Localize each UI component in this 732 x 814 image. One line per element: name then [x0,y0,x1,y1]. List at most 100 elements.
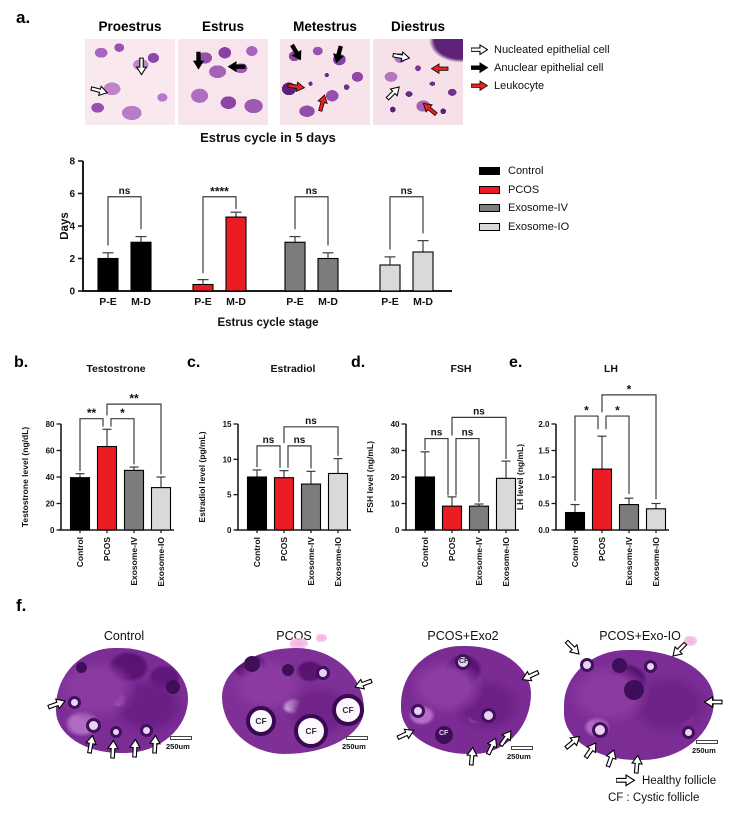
estradiol-chart: Estradiol Estradiol level (pg/mL) 0 5 10 15 Co… [197,363,351,587]
stage-title-estrus: Estrus [201,19,245,34]
svg-text:ns: ns [263,435,275,446]
follicle [86,718,101,733]
nucleated-cell-arrow-icon [471,44,488,56]
svg-text:**: ** [87,406,97,420]
histology-image-control: 250um [46,646,193,759]
follicle [455,654,471,670]
tissue-debris [316,634,327,642]
healthy-follicle-arrow [630,754,644,774]
nucleated-cell-arrow-icon [383,83,404,103]
svg-text:P-E: P-E [194,296,212,308]
histology-title-pcos-exo2: PCOS+Exo2 [427,629,499,643]
svg-text:20: 20 [46,500,55,509]
legend-label: Control [508,165,544,178]
leukocyte-arrow-icon [431,63,449,74]
svg-text:2.0: 2.0 [538,420,550,429]
svg-text:20: 20 [391,473,400,482]
anuclear-cell-arrow-icon [193,51,204,70]
anuclear-cell-arrow-icon [471,62,488,74]
svg-text:M-D: M-D [226,296,246,308]
panel-c-label: c. [187,354,201,371]
svg-text:Control: Control [75,537,85,567]
leukocyte-arrow-icon [315,93,330,113]
healthy-follicle-arrow [148,734,161,754]
svg-text:FSH: FSH [451,363,472,375]
nucleated-cell-arrow-icon [89,83,109,98]
scale-bar-label: 250um [166,742,190,751]
svg-text:Exosome-IV: Exosome-IV [624,537,634,586]
svg-text:*: * [120,406,125,420]
svg-text:8: 8 [69,157,75,168]
legend-label: Nucleated epithelial cell [494,44,610,56]
svg-text:0: 0 [227,526,232,535]
svg-text:ns: ns [431,428,443,439]
scale-bar [511,746,533,750]
scale-bar-label: 250um [692,746,716,755]
follicle [140,724,153,737]
svg-text:FSH level (ng/mL): FSH level (ng/mL) [365,441,375,513]
follicle [435,726,453,744]
svg-text:40: 40 [391,420,400,429]
legend-label: CF : Cystic follicle [608,791,700,804]
follicle [644,660,657,673]
panel-d-label: d. [351,354,366,371]
follicle [624,680,644,700]
svg-text:Control: Control [252,537,262,567]
panel-b-label: b. [14,354,29,371]
follicle [481,708,496,723]
healthy-follicle-arrow-icon [616,774,635,787]
legend-label: Exosome-IO [508,220,570,233]
svg-text:Estrus cycle in 5 days: Estrus cycle in 5 days [200,130,336,145]
svg-text:Exosome-IO: Exosome-IO [333,537,343,587]
healthy-follicle-arrow [83,734,98,755]
svg-text:ns: ns [119,186,131,197]
fsh-chart: FSH FSH level (ng/mL) 0 10 20 30 40 Control PCOS… [365,363,519,587]
svg-text:Exosome-IV: Exosome-IV [474,537,484,586]
healthy-follicle-arrow [352,675,374,693]
svg-text:**: ** [129,392,139,406]
svg-text:P-E: P-E [381,296,399,308]
leukocyte-arrow-icon [286,80,306,93]
healthy-follicle-arrow [703,696,723,708]
anuclear-cell-arrow-icon [331,44,346,65]
follicle [612,658,627,673]
svg-text:ns: ns [401,186,413,197]
legend-label: Leukocyte [494,80,545,92]
svg-text:P-E: P-E [99,296,117,308]
svg-text:2: 2 [69,254,75,265]
healthy-follicle-arrow [106,739,119,759]
stage-title-metestrus: Metestrus [293,19,357,34]
legend-swatch-pcos [479,185,500,194]
follicle [76,662,87,673]
legend-label: Anuclear epithelial cell [494,62,604,74]
nucleated-cell-arrow-icon [391,50,411,64]
legend-row-healthy-follicle: Healthy follicle [608,772,716,789]
leukocyte-arrow-icon [471,80,488,92]
svg-text:5: 5 [227,491,232,500]
svg-text:Days: Days [60,212,71,240]
svg-text:ns: ns [305,416,317,427]
tissue-debris [684,636,697,646]
legend-row-control: Control [479,162,569,181]
svg-text:40: 40 [46,473,55,482]
svg-text:M-D: M-D [318,296,338,308]
cytology-image-metestrus [280,39,370,125]
svg-text:0: 0 [69,287,75,298]
svg-text:60: 60 [46,447,55,456]
healthy-follicle-arrow [128,738,141,758]
svg-text:0: 0 [395,526,400,535]
svg-text:LH: LH [604,363,618,375]
svg-text:PCOS: PCOS [597,537,607,561]
svg-text:10: 10 [391,500,400,509]
svg-text:80: 80 [46,420,55,429]
stage-title-proestrus: Proestrus [98,19,162,34]
svg-text:*: * [584,404,589,418]
scale-bar [346,736,368,740]
estrus-cycle-chart: Estrus cycle in 5 days Days 0 2 4 6 8 P-E M-D P-E… [60,130,452,329]
healthy-follicle-arrow [465,746,479,766]
svg-text:ns: ns [306,186,318,197]
legend-swatch-exosome-io [479,222,500,231]
scale-bar [696,740,718,744]
tissue-debris [290,638,308,649]
follicle [68,696,81,709]
